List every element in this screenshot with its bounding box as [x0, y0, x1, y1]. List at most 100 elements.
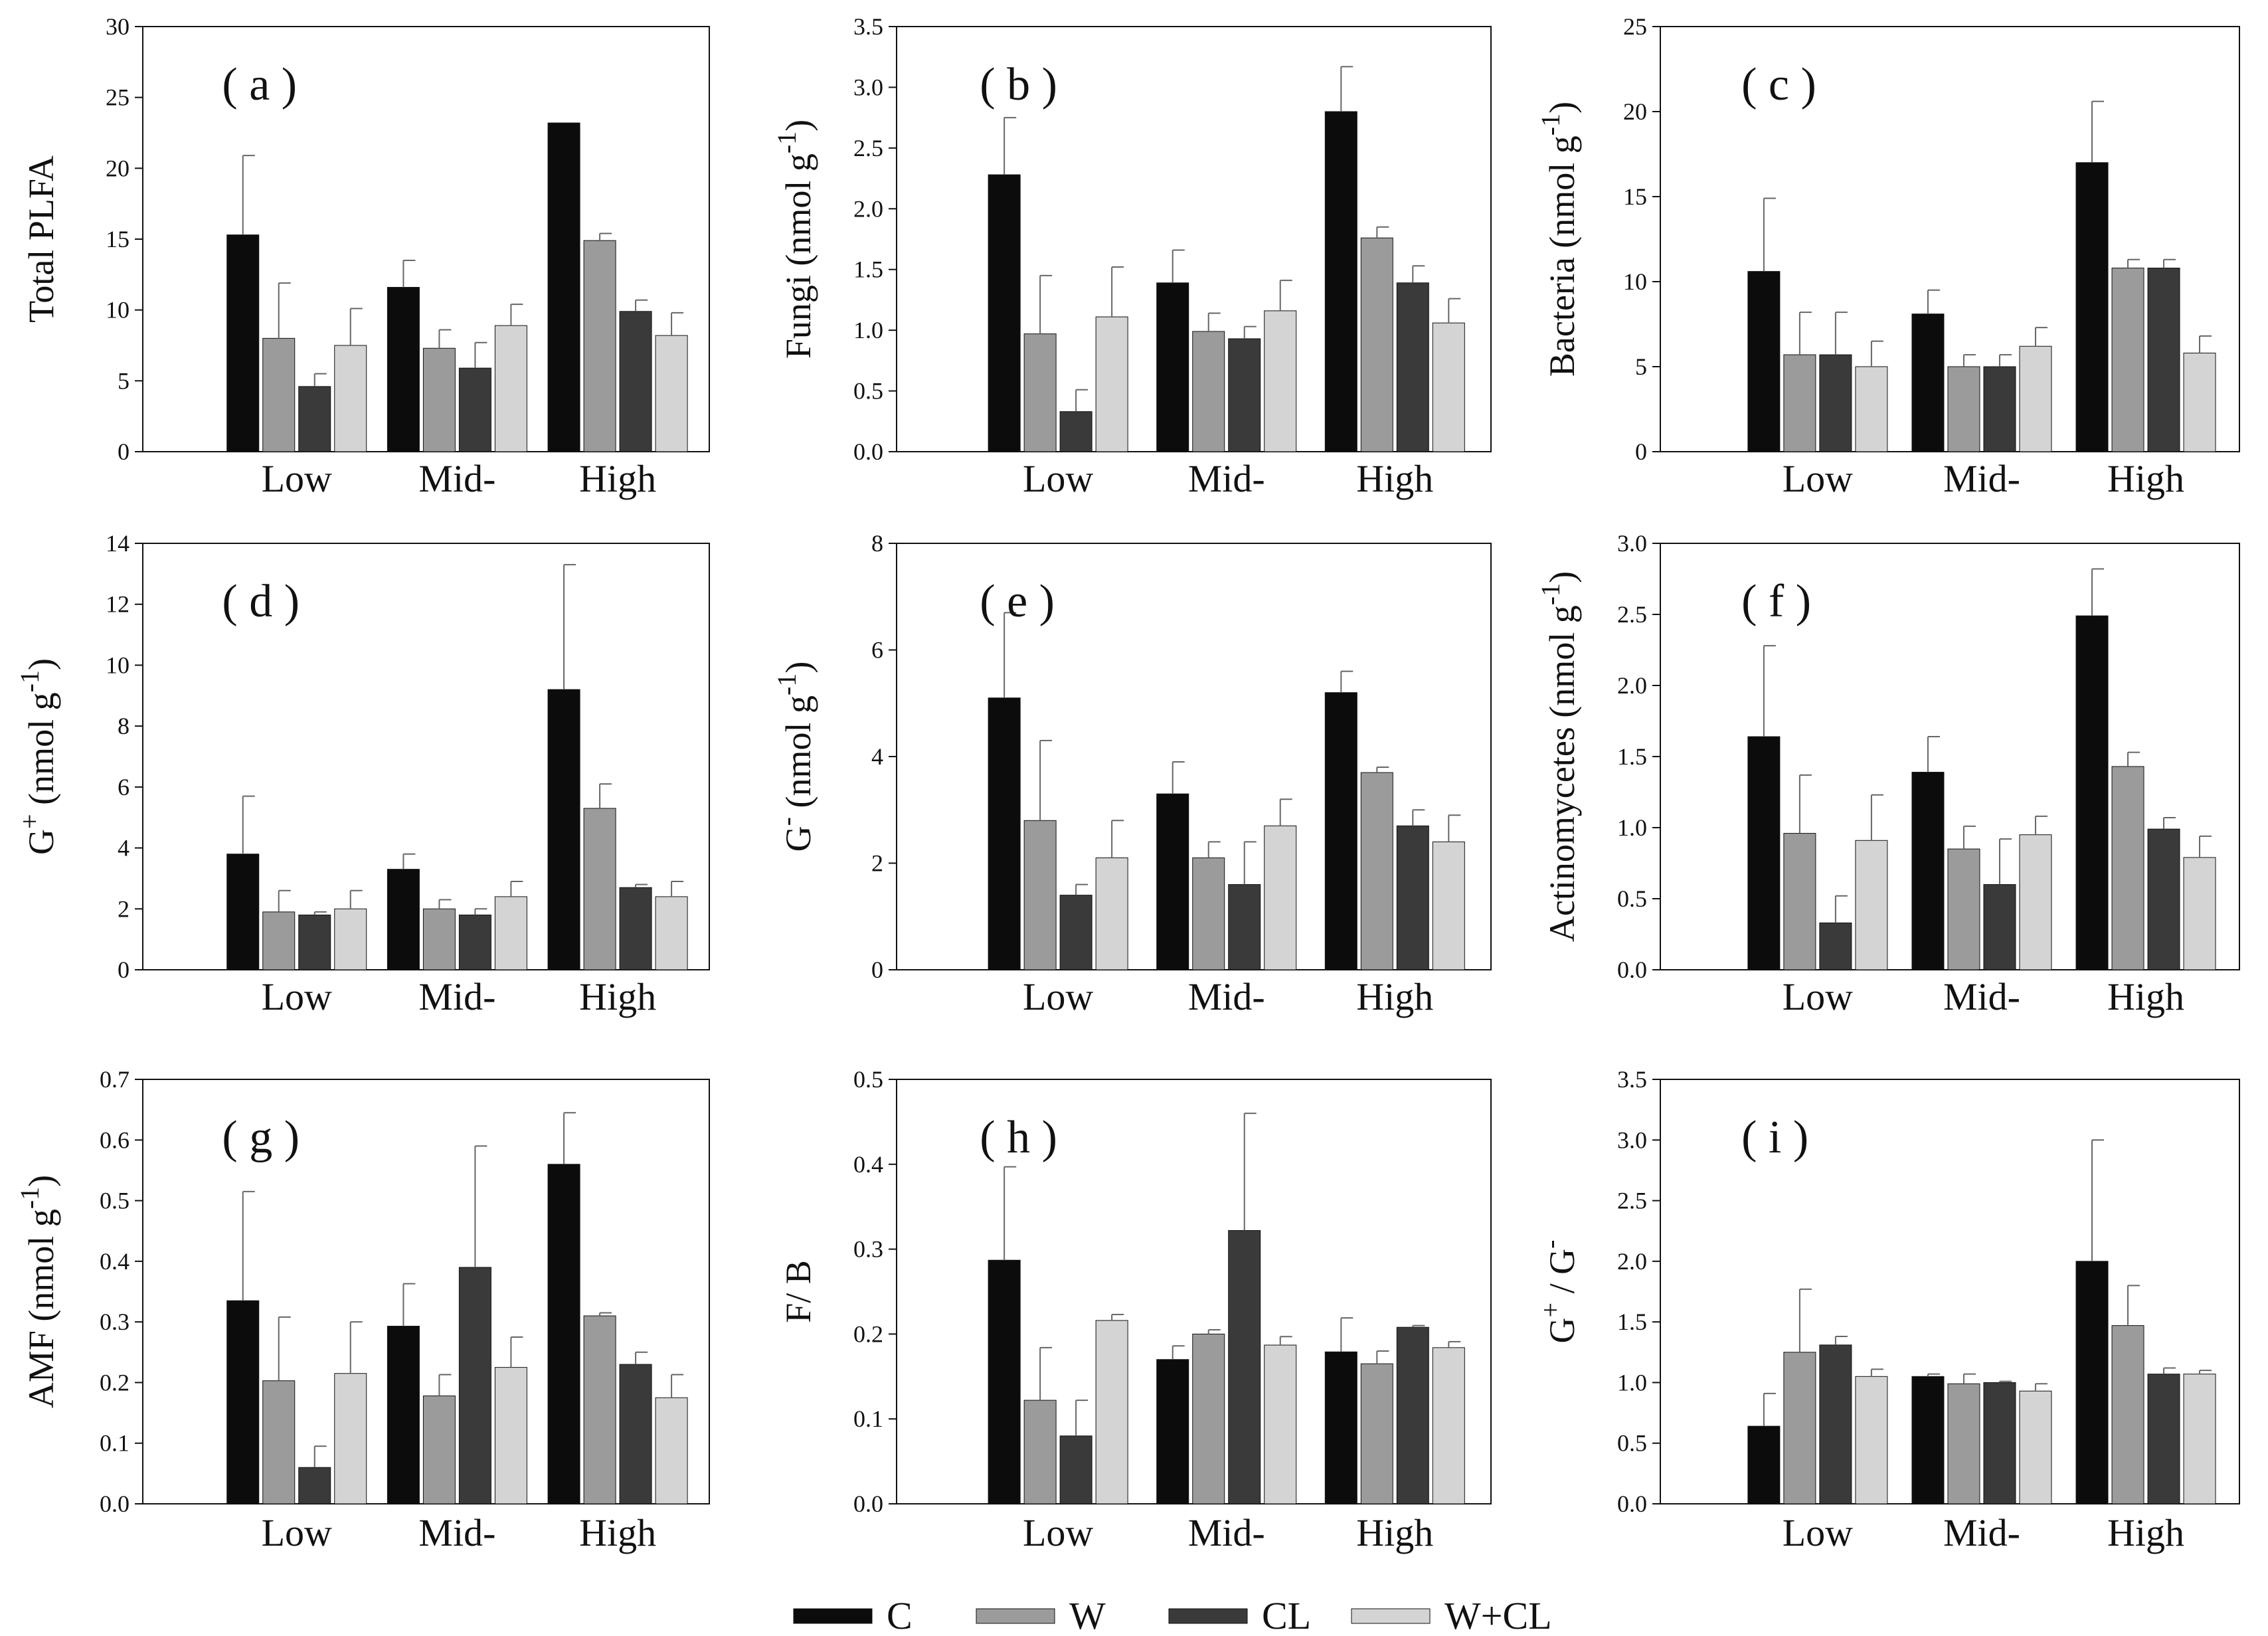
panel-f-bar-w-1: [1947, 848, 1980, 970]
panel-g-ytick-label: 0.6: [100, 1127, 130, 1153]
panel-a-ytick-label: 10: [106, 297, 130, 323]
panel-g-ytick-label: 0.1: [100, 1430, 130, 1457]
panel-a-category-label: High: [579, 457, 656, 500]
panel-e-category-label: Low: [1023, 975, 1093, 1018]
panel-f-ylabel-part: -1: [1535, 583, 1565, 605]
panel-e-bar-c-2: [1324, 692, 1357, 970]
panel-b-ytick-label: 3.0: [853, 74, 883, 100]
panel-i-bar-cl-0: [1819, 1344, 1852, 1504]
panel-e-bar-wpluscl-0: [1095, 857, 1128, 970]
panel-e-ylabel-part: -: [772, 817, 802, 826]
panel-i-bar-w-1: [1947, 1383, 1980, 1504]
panel-a-ytick-label: 25: [106, 84, 130, 111]
panel-h-ylabel: F/ B: [778, 1260, 818, 1323]
panel-e-bar-cl-1: [1228, 884, 1261, 970]
panel-h-ytick-label: 0.3: [853, 1236, 883, 1263]
panel-g: 0.0 0.1 0.2 0.3 0.4 0.5 0.6 0.7 Low Mid- High ( g )…: [15, 1066, 710, 1554]
panel-f-ytick-label: 1.0: [1617, 814, 1647, 841]
panel-c-ytick-label: 15: [1623, 183, 1647, 210]
panel-c-ylabel: Bacteria (nmol g-1): [1535, 102, 1582, 377]
panel-g-bar-w-1: [422, 1396, 456, 1504]
panel-a-ylabel: Total PLFA: [21, 155, 61, 323]
panel-c-bar-cl-1: [1983, 366, 2016, 452]
panel-d-ytick-label: 0: [118, 956, 130, 983]
panel-b-bar-cl-0: [1059, 411, 1092, 452]
panel-d-bar-c-2: [547, 689, 580, 970]
panel-h-ytick-label: 0.2: [853, 1320, 883, 1347]
panel-g-ylabel-part: ): [21, 1175, 61, 1187]
panel-b-category-label: Mid-: [1188, 457, 1265, 500]
panel-f-ylabel-part: ): [1542, 571, 1582, 583]
panel-h-ylabel-part: F/ B: [778, 1260, 818, 1323]
panel-i-ytick-label: 0.5: [1617, 1430, 1647, 1457]
panel-i-bar-c-0: [1747, 1425, 1781, 1504]
panel-b-bar-cl-1: [1228, 338, 1261, 452]
panel-a-bar-wpluscl-1: [494, 325, 527, 452]
legend-swatch-c: [793, 1608, 873, 1624]
panel-f-ytick-label: 0.5: [1617, 885, 1647, 912]
panel-d-bar-wpluscl-1: [494, 896, 527, 970]
panel-b-ytick-label: 1.0: [853, 317, 883, 343]
panel-g-ytick-label: 0.4: [100, 1248, 130, 1275]
panel-e-ytick-label: 0: [871, 956, 883, 983]
panel-e: 0 2 4 6 8 Low Mid- High ( e ) G- (nmol g-1): [772, 530, 1492, 1018]
panel-b-bar-w-0: [1023, 333, 1057, 452]
panel-a-label: ( a ): [222, 59, 297, 110]
panel-g-bar-cl-1: [458, 1267, 491, 1504]
panel-i-bar-cl-2: [2147, 1374, 2180, 1504]
panel-g-bar-cl-2: [619, 1364, 652, 1504]
panel-g-ytick-label: 0.0: [100, 1491, 130, 1517]
panel-a-bar-c-1: [387, 287, 420, 452]
panel-f-bar-wpluscl-0: [1855, 840, 1888, 970]
panel-i-bar-wpluscl-2: [2183, 1374, 2216, 1504]
panel-a-bar-w-2: [583, 240, 616, 452]
panel-f: 0.0 0.5 1.0 1.5 2.0 2.5 3.0 Low Mid- High ( f ) Act…: [1535, 530, 2240, 1018]
panel-e-label: ( e ): [980, 576, 1055, 627]
panel-g-ylabel: AMF (nmol g-1): [15, 1175, 61, 1408]
panel-e-ytick-label: 6: [871, 637, 883, 664]
panel-a-bar-w-0: [262, 337, 296, 452]
panel-h-bar-w-1: [1192, 1333, 1225, 1504]
panel-f-ylabel-part: Actinomycetes (nmol g: [1542, 605, 1582, 942]
panel-e-bar-wpluscl-2: [1432, 841, 1465, 970]
panel-d-category-label: Low: [262, 975, 332, 1018]
panel-i-bar-w-2: [2111, 1325, 2144, 1504]
legend-label-c: C: [887, 1594, 913, 1636]
panel-c-ytick-label: 5: [1635, 353, 1647, 380]
panel-e-bar-w-2: [1360, 772, 1393, 970]
panel-a-bar-cl-2: [619, 311, 652, 452]
panel-f-ytick-label: 1.5: [1617, 743, 1647, 770]
legend-swatch-w: [976, 1608, 1055, 1624]
panel-c-bar-w-1: [1947, 366, 1980, 452]
panel-d-ytick-label: 12: [106, 591, 130, 618]
panel-c-bar-cl-2: [2147, 268, 2180, 452]
panel-i-ylabel-part: G: [1542, 1317, 1582, 1343]
panel-f-bar-w-2: [2111, 766, 2144, 970]
panel-f-ytick-label: 3.0: [1617, 530, 1647, 557]
panel-c-ylabel-part: -1: [1535, 114, 1565, 136]
panel-f-bar-c-2: [2075, 615, 2109, 970]
panel-c-ytick-label: 25: [1623, 13, 1647, 40]
panel-g-bar-c-2: [547, 1164, 580, 1504]
panel-d-ylabel-part: ): [21, 658, 61, 670]
panel-d-bar-c-0: [226, 854, 260, 970]
panel-i-bar-cl-1: [1983, 1382, 2016, 1504]
panel-d-category-label: Mid-: [418, 975, 495, 1018]
panel-f-bar-c-0: [1747, 736, 1781, 970]
panel-d-bar-wpluscl-0: [334, 908, 367, 970]
panel-a-ytick-label: 5: [118, 367, 130, 394]
panel-c-ylabel-part: ): [1542, 102, 1582, 114]
panel-f-category-label: High: [2107, 975, 2184, 1018]
panel-e-bar-cl-2: [1396, 825, 1429, 970]
panel-d-bar-cl-0: [298, 914, 331, 970]
panel-i-ytick-label: 3.5: [1617, 1066, 1647, 1093]
panel-e-ytick-label: 8: [871, 530, 883, 557]
panel-g-bar-wpluscl-2: [655, 1397, 688, 1504]
panel-i-ytick-label: 1.0: [1617, 1369, 1647, 1396]
panel-i-ytick-label: 0.0: [1617, 1491, 1647, 1517]
panel-h-bar-cl-1: [1228, 1229, 1261, 1504]
panel-h-bar-wpluscl-0: [1095, 1320, 1128, 1504]
panel-i-category-label: Low: [1783, 1511, 1853, 1554]
panel-c-bar-wpluscl-1: [2019, 345, 2052, 452]
panel-i-ylabel: G+ / G-: [1535, 1240, 1582, 1344]
